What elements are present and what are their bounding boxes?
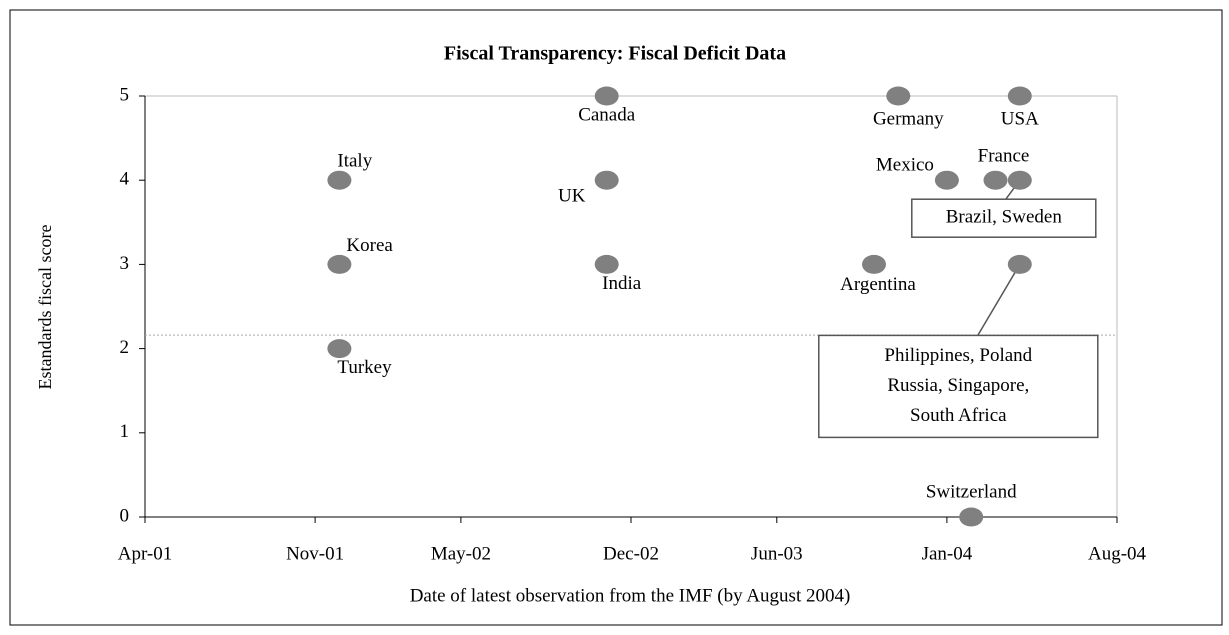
y-axis-label: Estandards fiscal score xyxy=(35,225,55,390)
y-tick-label: 1 xyxy=(120,421,130,442)
x-tick-label: Apr-01 xyxy=(118,543,173,564)
point xyxy=(327,339,352,359)
point xyxy=(934,170,959,190)
point xyxy=(983,170,1008,190)
point xyxy=(862,254,886,274)
y-tick-label: 0 xyxy=(120,505,130,526)
point xyxy=(594,170,619,190)
point-label: Switzerland xyxy=(926,481,1017,502)
point xyxy=(327,170,352,190)
x-tick-label: May-02 xyxy=(431,543,491,564)
point-label: Argentina xyxy=(840,274,916,295)
x-tick-label: Jan-04 xyxy=(922,543,973,564)
y-tick-label: 5 xyxy=(120,84,130,105)
x-tick-label: Jun-03 xyxy=(751,543,803,564)
point-label: Germany xyxy=(873,108,944,129)
point-label: Canada xyxy=(578,104,636,125)
y-tick-label: 2 xyxy=(120,337,130,358)
x-tick-label: Nov-01 xyxy=(286,543,344,564)
point xyxy=(959,507,984,527)
point xyxy=(1007,254,1032,274)
y-tick-label: 4 xyxy=(120,169,130,190)
leader-line xyxy=(977,264,1021,336)
point-label: Mexico xyxy=(876,155,934,176)
label-box xyxy=(911,198,1097,238)
point xyxy=(594,254,619,274)
y-tick-label: 3 xyxy=(120,253,130,274)
point-label: USA xyxy=(1001,108,1039,129)
x-tick-label: Dec-02 xyxy=(603,543,659,564)
point-label: South Africa xyxy=(910,405,1007,426)
label-box xyxy=(818,334,1099,439)
point-label: Brazil, Sweden xyxy=(946,207,1063,228)
point xyxy=(1007,86,1032,106)
point-label: Italy xyxy=(337,151,372,172)
point-label: India xyxy=(602,273,642,294)
point-label: Korea xyxy=(346,235,393,256)
chart-title: Fiscal Transparency: Fiscal Deficit Data xyxy=(444,43,786,65)
x-axis-label: Date of latest observation from the IMF … xyxy=(410,585,851,606)
point xyxy=(1007,170,1032,190)
point-label: Philippines, Poland xyxy=(884,345,1032,366)
point-label: Turkey xyxy=(337,357,392,378)
point-label: Russia, Singapore, xyxy=(887,375,1029,396)
point-label: France xyxy=(978,146,1030,167)
point xyxy=(327,254,352,274)
point-label: UK xyxy=(558,186,586,207)
x-tick-label: Aug-04 xyxy=(1088,543,1147,564)
point xyxy=(886,86,911,106)
chart-border xyxy=(9,9,1223,626)
point xyxy=(594,86,619,106)
